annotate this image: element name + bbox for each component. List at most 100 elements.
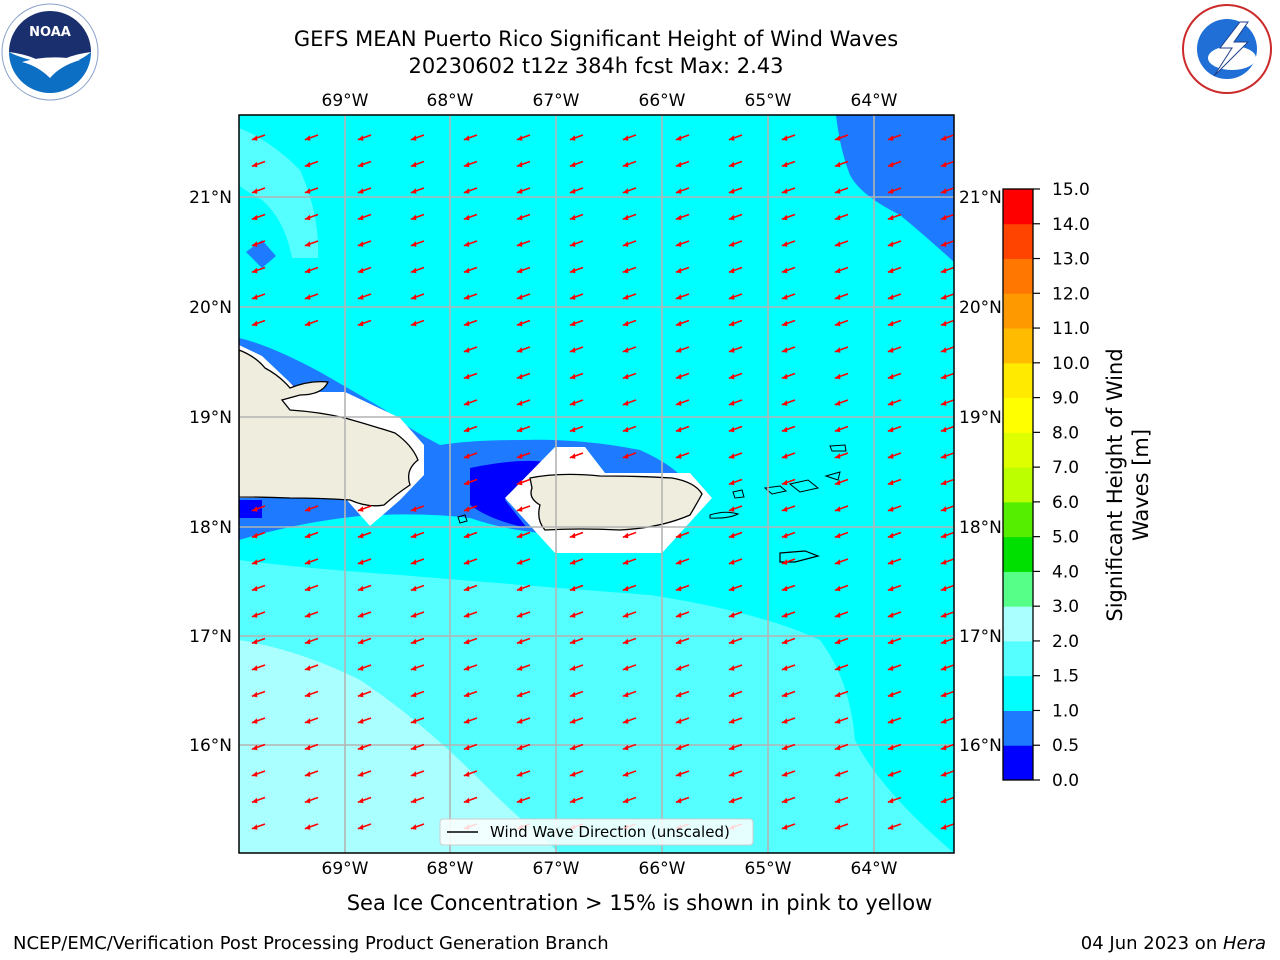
- island-culebra: [732, 489, 745, 499]
- wave-arrowhead: [516, 744, 523, 751]
- wave-arrowhead: [675, 797, 682, 804]
- wave-arrowhead: [887, 612, 894, 618]
- wave-arrowhead: [887, 585, 894, 592]
- wave-arrowhead: [622, 744, 629, 751]
- wave-arrowhead: [251, 506, 258, 512]
- wave-arrowhead: [675, 294, 682, 300]
- latitude-labels-left: 21°N 20°N 19°N 18°N 17°N 16°N: [189, 188, 232, 756]
- lon-label-top: 66°W: [639, 91, 686, 111]
- wave-arrowhead: [516, 214, 523, 221]
- wave-arrowhead: [887, 718, 894, 724]
- wave-arrowhead: [622, 400, 629, 406]
- wave-arrowhead: [357, 188, 364, 194]
- wave-arrowhead: [781, 824, 788, 830]
- wave-arrowhead: [728, 241, 735, 247]
- colorbar-frame: [1002, 188, 1034, 781]
- wave-arrowhead: [569, 241, 576, 247]
- lat-label-right: 19°N: [959, 408, 1002, 428]
- wave-arrowhead: [304, 294, 311, 300]
- wave-arrowhead: [675, 691, 682, 698]
- wave-arrowhead: [622, 691, 629, 698]
- wave-arrowhead: [940, 612, 947, 618]
- lat-label-left: 18°N: [189, 518, 232, 538]
- wave-arrowhead: [781, 559, 788, 565]
- wave-arrowhead: [728, 744, 735, 751]
- wave-arrowhead: [463, 506, 470, 512]
- wave-arrowhead: [569, 638, 576, 645]
- wave-arrowhead: [622, 585, 629, 592]
- wave-arrowhead: [410, 506, 417, 512]
- island-anegada: [829, 444, 847, 452]
- wave-arrowhead: [781, 400, 788, 406]
- wave-arrowhead: [516, 585, 523, 592]
- wave-arrowhead: [569, 135, 576, 141]
- wave-arrowhead: [357, 691, 364, 698]
- wave-arrowhead: [887, 347, 894, 353]
- wave-arrowhead: [834, 347, 841, 353]
- lon-label-top: 65°W: [745, 91, 792, 111]
- colorbar-block: [1003, 293, 1033, 329]
- colorbar-block: [1003, 675, 1033, 711]
- wave-arrowhead: [728, 426, 735, 433]
- wave-arrowhead: [834, 267, 841, 274]
- wave-arrowhead: [516, 691, 523, 698]
- wave-arrowhead: [569, 771, 576, 777]
- wave-arrowhead: [675, 347, 682, 353]
- wave-arrowhead: [940, 320, 947, 327]
- wave-arrowhead: [463, 347, 470, 353]
- wave-arrowhead: [728, 771, 735, 777]
- wave-arrowhead: [834, 135, 841, 141]
- wave-arrowhead: [251, 320, 258, 327]
- wave-arrowhead: [887, 373, 894, 380]
- colorbar-block: [1003, 467, 1033, 503]
- wave-arrowhead: [728, 294, 735, 300]
- wave-arrowhead: [887, 559, 894, 565]
- gridlines: [239, 115, 954, 853]
- colorbar-tick-label: 8.0: [1052, 423, 1079, 443]
- wave-arrowhead: [463, 161, 470, 168]
- wave-arrowhead: [622, 214, 629, 221]
- wave-arrowhead: [251, 691, 258, 698]
- wave-arrowhead: [622, 559, 629, 565]
- wave-arrowhead: [675, 161, 682, 168]
- wave-arrowhead: [569, 718, 576, 724]
- lat-label-right: 20°N: [959, 298, 1002, 318]
- wave-arrowhead: [887, 665, 894, 671]
- wave-arrowhead: [251, 135, 258, 141]
- wave-arrowhead: [940, 400, 947, 406]
- wave-arrowhead: [675, 426, 682, 433]
- wave-arrowhead: [410, 532, 417, 539]
- wave-arrowhead: [516, 400, 523, 406]
- wave-arrowhead: [675, 665, 682, 671]
- legend-label: Wind Wave Direction (unscaled): [490, 823, 730, 841]
- wave-arrowhead: [304, 638, 311, 645]
- island-tortola: [788, 479, 820, 493]
- lon-label-bottom: 66°W: [639, 859, 686, 879]
- chart-title: GEFS MEAN Puerto Rico Significant Height…: [293, 27, 899, 51]
- wave-arrowhead: [887, 638, 894, 645]
- colorbar-tick-label: 14.0: [1052, 215, 1090, 235]
- colorbar-tick-label: 0.5: [1052, 736, 1079, 756]
- colorbar-block: [1003, 432, 1033, 468]
- colorbar-tick-label: 11.0: [1052, 319, 1090, 339]
- chart-subtitle-run: 20230602 t12z 384h fcst Max: 2.43: [408, 54, 784, 78]
- longitude-labels-top: 69°W 68°W 67°W 66°W 65°W 64°W: [322, 91, 898, 111]
- lat-label-right: 21°N: [959, 188, 1002, 208]
- wave-arrowhead: [463, 135, 470, 141]
- wave-arrowhead: [304, 585, 311, 592]
- wave-arrowhead: [781, 612, 788, 618]
- wave-arrowhead: [410, 188, 417, 194]
- contour-0.5-1-northeast: [836, 115, 954, 262]
- wave-arrowhead: [304, 824, 311, 830]
- colorbar-label: Significant Height of Wind Waves [m]: [1103, 348, 1153, 621]
- wave-arrowhead: [569, 161, 576, 168]
- wave-arrowhead: [304, 665, 311, 671]
- wave-arrowhead: [728, 320, 735, 327]
- wave-arrowhead: [781, 161, 788, 168]
- wave-arrowhead: [357, 214, 364, 221]
- wave-arrowhead: [304, 691, 311, 698]
- colorbar-tick-label: 4.0: [1052, 562, 1079, 582]
- wave-arrowhead: [622, 294, 629, 300]
- wave-arrowhead: [357, 771, 364, 777]
- wave-arrowhead: [569, 320, 576, 327]
